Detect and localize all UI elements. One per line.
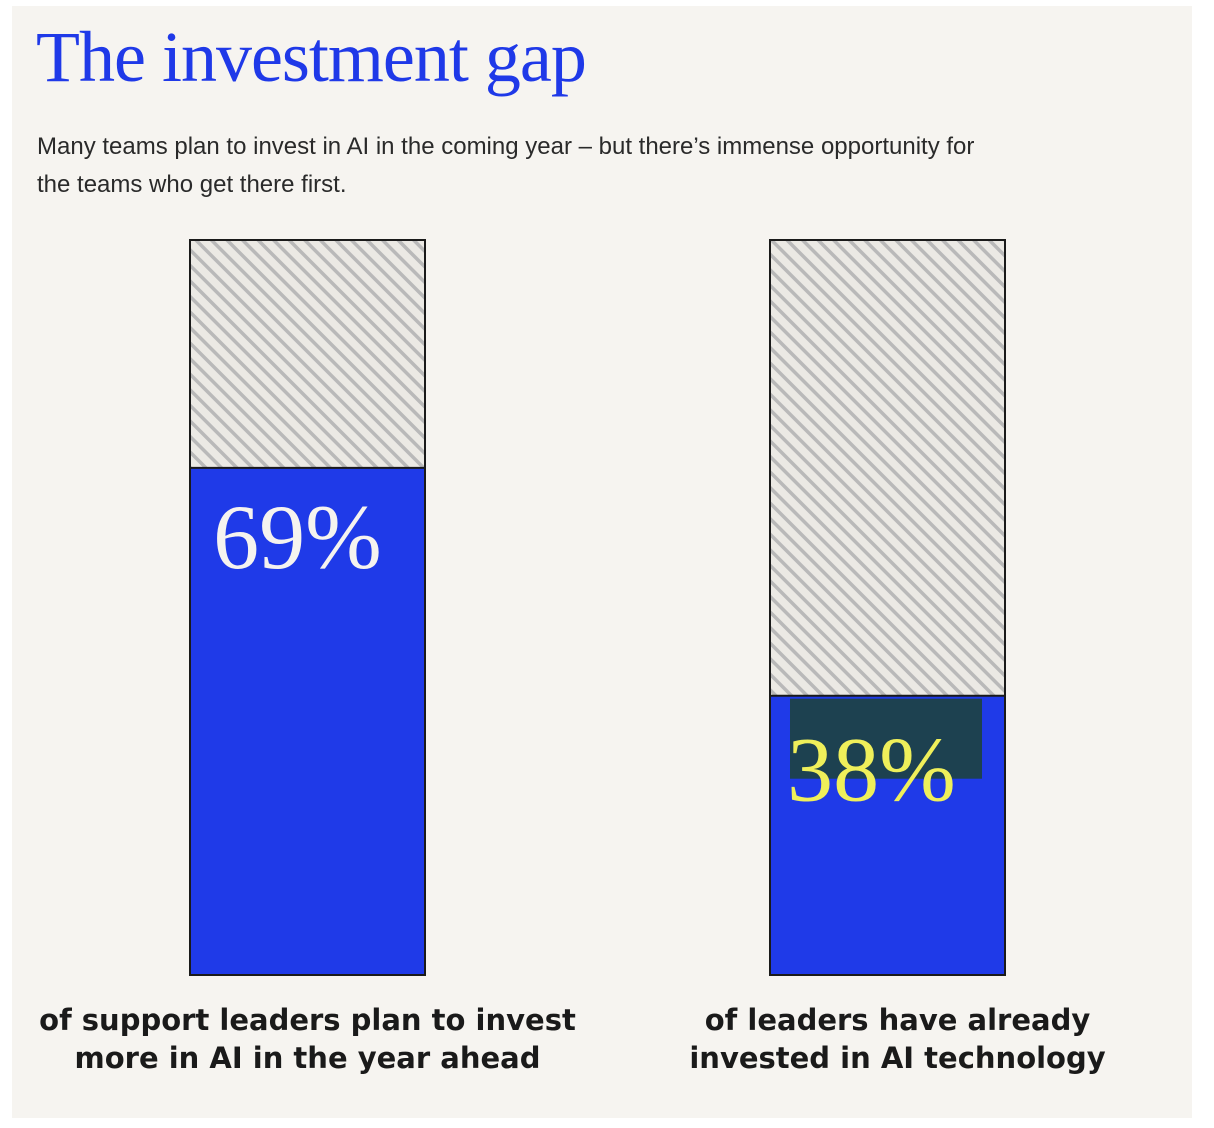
value-highlight [790,698,982,779]
bar-remainder-2 [770,240,1005,696]
value-label-2: 38% [787,719,956,821]
value-label-1: 69% [213,486,382,588]
category-label-1: of support leaders plan to invest more in… [39,1003,576,1075]
subtitle: Many teams plan to invest in AI in the c… [37,133,975,198]
bar-group-2: 38% of leaders have already invested in AI… [689,239,1106,1075]
bar-remainder-1 [190,240,425,468]
page-title: The investment gap [36,17,587,97]
bar-group-1: 69% of support leaders plan to invest more… [39,239,576,1075]
category-label-2: of leaders have already invested in AI te… [689,1003,1105,1075]
bar-fill-1 [190,467,425,975]
bar-outline-2 [769,239,1006,976]
bar-outline-1 [189,239,426,976]
